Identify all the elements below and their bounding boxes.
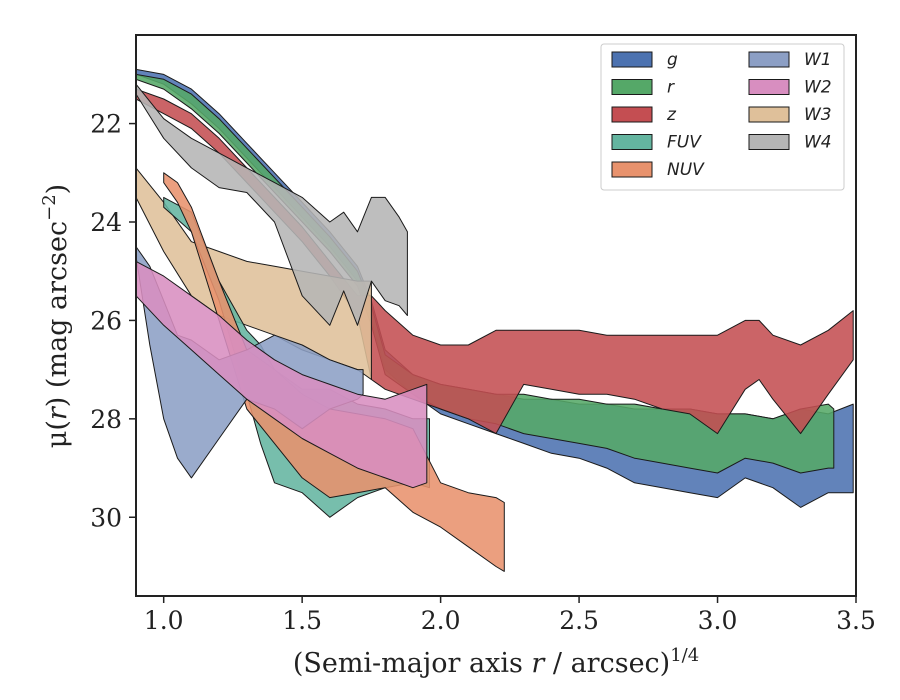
x-tick-label: 3.5: [836, 606, 876, 635]
band-w2: [136, 260, 428, 489]
x-tick-label: 3.0: [698, 606, 738, 635]
x-axis-ticks: 1.0 1.5 2.0 2.5 3.0 3.5: [144, 596, 876, 635]
x-tick-label: 2.5: [559, 606, 599, 635]
legend-label-fuv: FUV: [667, 133, 702, 153]
legend-swatch-nuv: [611, 161, 653, 178]
y-axis-label: μ(r) (mag arcsec−2): [39, 184, 73, 448]
legend-swatch-r: [611, 79, 653, 95]
legend-label-w2: W2: [804, 78, 832, 98]
x-tick-label: 1.5: [282, 606, 322, 635]
legend-label-w1: W1: [804, 50, 832, 70]
y-tick-label: 30: [90, 503, 122, 532]
legend-swatch-fuv: [611, 134, 653, 150]
legend-label-g: g: [667, 50, 678, 70]
legend-label-nuv: NUV: [667, 160, 705, 180]
y-tick-label: 24: [90, 208, 122, 237]
band-w4: [136, 83, 408, 326]
x-axis-label: (Semi-major axis r / arcsec)1/4: [293, 645, 699, 679]
legend-swatch-w2: [748, 79, 790, 95]
y-tick-label: 26: [90, 306, 122, 335]
x-tick-label: 2.0: [421, 606, 461, 635]
legend-label-w3: W3: [804, 105, 832, 125]
legend-swatch-w3: [748, 106, 790, 123]
legend-label-z: z: [666, 105, 677, 125]
y-tick-label: 28: [90, 405, 122, 434]
legend-swatch-g: [611, 51, 653, 68]
legend: grz FUV NUV W1 W2 W3 W4: [600, 43, 845, 191]
legend-swatch-z: [611, 106, 653, 123]
x-tick-label: 1.0: [144, 606, 184, 635]
plot-frame: [135, 34, 857, 597]
y-axis-ticks: 22 24 26 28 30: [90, 110, 136, 532]
band-areas: [136, 68, 854, 572]
legend-label-r: r: [667, 78, 675, 98]
legend-label-w4: W4: [804, 133, 832, 153]
y-tick-label: 22: [90, 110, 122, 139]
legend-swatch-w4: [748, 134, 790, 150]
legend-swatch-w1: [748, 51, 790, 68]
